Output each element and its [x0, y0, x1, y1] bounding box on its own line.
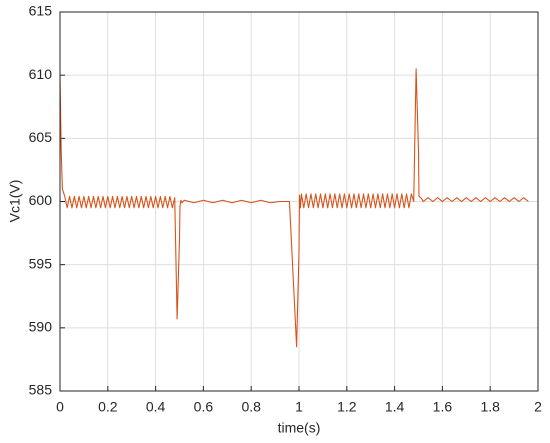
plot-frame [59, 11, 539, 392]
y-tick-label: 595 [29, 255, 53, 271]
line-series [59, 68, 529, 348]
x-tick-label: 1 [295, 399, 303, 415]
y-tick-label: 610 [29, 66, 53, 82]
y-tick-label: 605 [29, 129, 53, 145]
x-tick-label: 0.6 [194, 399, 214, 415]
x-tick-label: 0.8 [241, 399, 261, 415]
x-tick-label: 0.4 [146, 399, 166, 415]
x-axis-label: time(s) [278, 420, 321, 436]
x-tick-label: 1.8 [480, 399, 500, 415]
x-tick-label: 0.2 [98, 399, 118, 415]
x-tick-label: 0 [56, 399, 64, 415]
y-tick-label: 585 [29, 382, 53, 398]
x-tick-label: 1.6 [433, 399, 453, 415]
y-tick-label: 600 [29, 192, 53, 208]
y-tick-label: 590 [29, 319, 53, 335]
x-tick-label: 2 [534, 399, 542, 415]
x-tick-label: 1.2 [337, 399, 357, 415]
y-axis-label: Vc1(V) [7, 180, 23, 223]
y-tick-label: 615 [29, 3, 53, 19]
x-tick-label: 1.4 [385, 399, 405, 415]
